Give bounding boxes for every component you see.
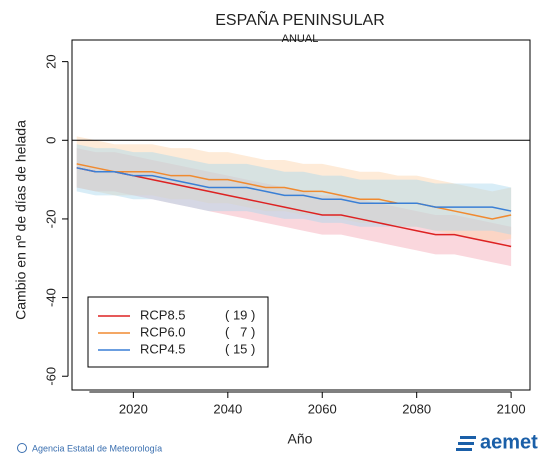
logo: aemet bbox=[480, 431, 538, 453]
y-tick-label: 20 bbox=[43, 54, 58, 68]
legend-note: ( 15 ) bbox=[225, 341, 255, 356]
x-tick-label: 2060 bbox=[308, 401, 337, 416]
logo-icon bbox=[456, 436, 476, 451]
legend-label: RCP4.5 bbox=[140, 341, 186, 356]
y-axis-label: Cambio en nº de días de helada bbox=[13, 120, 29, 320]
uncertainty-band bbox=[76, 148, 512, 267]
y-tick-label: -40 bbox=[43, 288, 58, 307]
chart-subtitle: ANUAL bbox=[282, 33, 319, 45]
legend-note: ( 7 ) bbox=[225, 324, 255, 339]
legend-label: RCP6.0 bbox=[140, 324, 186, 339]
copyright-icon bbox=[17, 443, 27, 453]
x-tick-label: 2100 bbox=[497, 401, 526, 416]
x-axis-label: Año bbox=[288, 431, 313, 447]
plot-frame bbox=[71, 39, 531, 391]
legend-box bbox=[87, 296, 269, 368]
x-tick-label: 2080 bbox=[402, 401, 431, 416]
series-line bbox=[76, 167, 512, 248]
y-tick-label: -20 bbox=[43, 210, 58, 229]
legend-note: ( 19 ) bbox=[225, 307, 255, 322]
x-tick-label: 2020 bbox=[119, 401, 148, 416]
legend-label: RCP8.5 bbox=[140, 307, 186, 322]
y-tick-label: 0 bbox=[43, 137, 58, 144]
x-tick-label: 2040 bbox=[213, 401, 242, 416]
source: Agencia Estatal de Meteorología bbox=[32, 443, 162, 453]
chart-title: ESPAÑA PENINSULAR bbox=[215, 9, 385, 29]
y-tick-label: -60 bbox=[43, 367, 58, 386]
series-line bbox=[76, 167, 512, 212]
